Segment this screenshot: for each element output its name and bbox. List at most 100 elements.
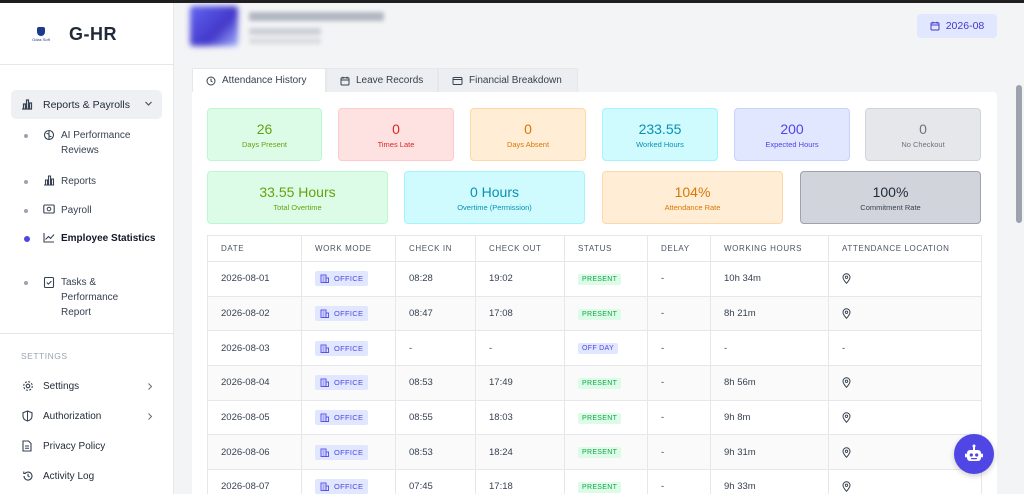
scrollbar-thumb[interactable] (1016, 85, 1022, 223)
location-pin-icon[interactable] (842, 308, 981, 320)
table-row[interactable]: 2026-08-01 OFFICE 08:28 19:02 PRESENT -10h 34… (207, 261, 982, 297)
table-row[interactable]: 2026-08-02 OFFICE 08:47 17:08 PRESENT -8h 21m (207, 295, 982, 332)
sidebar: Gdas Soft G-HR Reports & Payrolls AI Per… (0, 3, 174, 494)
tab-leave-records[interactable]: Leave Records (326, 68, 438, 92)
location-pin-icon[interactable] (842, 412, 981, 424)
sidebar-item-ai-performance-reviews[interactable]: AI Performance Reviews (24, 128, 164, 158)
column-header-attendance-location[interactable]: ATTENDANCE LOCATION (828, 235, 982, 262)
cell-check-in: 08:55 (395, 399, 476, 436)
cell-attendance-location (828, 399, 982, 436)
table-row[interactable]: 2026-08-03 OFFICE - - OFF DAY - - - (207, 330, 982, 367)
sidebar-item-activity-log[interactable]: Activity Log (22, 470, 160, 482)
work-mode-badge: OFFICE (315, 271, 369, 287)
column-header-check-in[interactable]: CHECK IN (395, 235, 476, 262)
building-icon (320, 274, 329, 284)
stat-worked-hours: 233.55 Worked Hours (602, 108, 718, 161)
stat-attendance-rate: 104% Attendance Rate (602, 171, 783, 224)
cell-delay: - (647, 469, 711, 494)
work-mode-badge: OFFICE (315, 479, 369, 494)
cell-status: PRESENT (564, 469, 648, 494)
cell-working-hours: 9h 31m (710, 434, 829, 471)
stat-overtime-permission: 0 Hours Overtime (Permission) (404, 171, 585, 224)
work-mode-badge: OFFICE (315, 340, 369, 356)
cell-delay: - (647, 261, 711, 297)
month-picker-button[interactable]: 2026-08 (917, 14, 997, 38)
table-row[interactable]: 2026-08-04 OFFICE 08:53 17:49 PRESENT -8h 56m (207, 365, 982, 401)
building-icon (320, 309, 329, 318)
location-pin-icon[interactable] (842, 273, 981, 285)
app-name: G-HR (69, 23, 117, 44)
stat-times-late: 0 Times Late (338, 108, 454, 161)
sidebar-section-label: SETTINGS (21, 351, 68, 361)
stat-days-present: 26 Days Present (207, 108, 322, 161)
column-header-delay[interactable]: DELAY (647, 235, 711, 262)
location-empty: - (842, 342, 846, 354)
sidebar-item-tasks-performance-report[interactable]: Tasks & Performance Report (24, 275, 164, 320)
document-icon (22, 440, 35, 452)
work-mode-badge: OFFICE (315, 410, 369, 426)
building-icon (320, 378, 329, 388)
building-icon (320, 413, 329, 423)
cell-status: PRESENT (564, 399, 648, 436)
cell-work-mode: OFFICE (301, 261, 396, 297)
sidebar-item-payroll[interactable]: Payroll (24, 203, 164, 219)
location-pin-icon[interactable] (842, 377, 981, 389)
column-header-check-out[interactable]: CHECK OUT (475, 235, 565, 262)
column-header-working-hours[interactable]: WORKING HOURS (710, 235, 829, 262)
gear-icon (22, 380, 35, 392)
company-logo: Gdas Soft (30, 23, 52, 45)
sidebar-group-label: Reports & Payrolls (43, 98, 130, 111)
sidebar-item-privacy-policy[interactable]: Privacy Policy (22, 440, 160, 452)
brand[interactable]: Gdas Soft G-HR (30, 23, 117, 45)
cell-date: 2026-08-03 (207, 330, 302, 367)
cell-attendance-location (828, 295, 982, 332)
cell-attendance-location: - (828, 330, 982, 367)
cell-check-in: 08:47 (395, 295, 476, 332)
sidebar-item-settings[interactable]: Settings (22, 380, 160, 392)
cell-date: 2026-08-06 (207, 434, 302, 471)
cell-check-out: 18:03 (475, 399, 565, 436)
sidebar-item-reports[interactable]: Reports (24, 174, 164, 191)
tab-financial-breakdown[interactable]: Financial Breakdown (438, 68, 578, 92)
cell-status: OFF DAY (564, 330, 648, 367)
cell-date: 2026-08-02 (207, 295, 302, 332)
cell-check-out: - (475, 330, 565, 367)
brain-icon (43, 129, 55, 146)
attendance-table: DATE WORK MODE CHECK IN CHECK OUT STATUS… (207, 235, 982, 494)
clipboard-check-icon (43, 276, 55, 293)
chatbot-button[interactable] (954, 434, 994, 474)
sidebar-divider (0, 64, 174, 65)
cell-work-mode: OFFICE (301, 295, 396, 332)
location-pin-icon[interactable] (842, 447, 981, 458)
sidebar-item-employee-statistics[interactable]: Employee Statistics (24, 231, 164, 248)
sidebar-divider (0, 333, 174, 334)
cell-work-mode: OFFICE (301, 469, 396, 494)
cell-status: PRESENT (564, 295, 648, 332)
sidebar-item-authorization[interactable]: Authorization (22, 410, 160, 422)
cell-delay: - (647, 399, 711, 436)
page-scrollbar[interactable] (1014, 3, 1024, 494)
calendar-icon (930, 21, 940, 31)
cell-working-hours: 10h 34m (710, 261, 829, 297)
shield-icon (22, 410, 35, 422)
table-row[interactable]: 2026-08-06 OFFICE 08:53 18:24 PRESENT -9h 31m (207, 434, 982, 471)
cell-delay: - (647, 434, 711, 471)
table-row[interactable]: 2026-08-05 OFFICE 08:55 18:03 PRESENT -9h 8m (207, 399, 982, 436)
location-pin-icon[interactable] (842, 481, 981, 493)
cell-work-mode: OFFICE (301, 399, 396, 436)
building-icon (320, 448, 329, 457)
status-badge: OFF DAY (578, 343, 618, 355)
cell-working-hours: - (710, 330, 829, 367)
column-header-date[interactable]: DATE (207, 235, 302, 262)
cell-delay: - (647, 295, 711, 332)
column-header-work-mode[interactable]: WORK MODE (301, 235, 396, 262)
cell-status: PRESENT (564, 434, 648, 471)
sidebar-group-reports-payrolls[interactable]: Reports & Payrolls (11, 90, 162, 119)
column-header-status[interactable]: STATUS (564, 235, 648, 262)
stat-expected-hours: 200 Expected Hours (734, 108, 850, 161)
tab-attendance-history[interactable]: Attendance History (192, 68, 326, 92)
line-chart-icon (43, 232, 55, 248)
cell-work-mode: OFFICE (301, 365, 396, 401)
building-icon (320, 344, 329, 353)
table-row[interactable]: 2026-08-07 OFFICE 07:45 17:18 PRESENT -9h 33m (207, 469, 982, 494)
